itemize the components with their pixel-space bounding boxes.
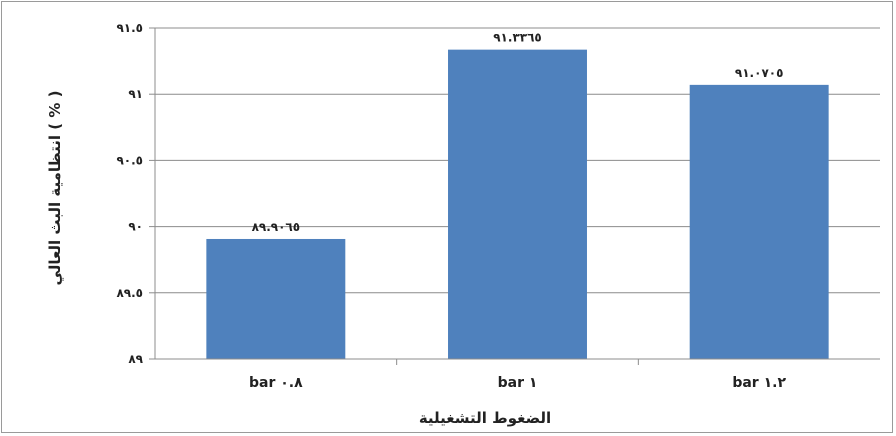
x-category-label: bar ١ — [498, 375, 538, 391]
bar — [206, 238, 346, 359]
labels: ٨٩ ٨٩.٥ ٩٠ ٩٠.٥ ٩١ ٩١.٥ ٨٩.٩٠٦٥ bar ٠.٨ ٩١.٣٣٦٥ b… — [116, 21, 786, 391]
bar — [448, 49, 587, 359]
x-axis-title: الضغوط التشغيلية — [419, 409, 551, 427]
y-tick-label: ٩١ — [128, 87, 143, 101]
y-tick-label: ٨٩.٥ — [116, 286, 143, 300]
data-label: ٨٩.٩٠٦٥ — [252, 220, 301, 234]
bar — [689, 84, 829, 360]
x-category-label: bar ١.٢ — [732, 375, 786, 391]
data-label: ٩١.٣٣٦٥ — [493, 31, 542, 45]
data-label: ٩١.٠٧٠٥ — [735, 66, 784, 80]
bars — [206, 49, 829, 360]
y-tick-label: ٩٠.٥ — [116, 153, 143, 167]
y-tick-label: ٩٠ — [128, 220, 143, 234]
y-tick-label: ٨٩ — [128, 352, 143, 366]
y-tick-label: ٩١.٥ — [116, 21, 143, 35]
x-category-label: bar ٠.٨ — [249, 375, 303, 391]
axes — [149, 27, 880, 365]
y-axis-title: انتظامية البث العالي ( % ) — [46, 91, 64, 286]
